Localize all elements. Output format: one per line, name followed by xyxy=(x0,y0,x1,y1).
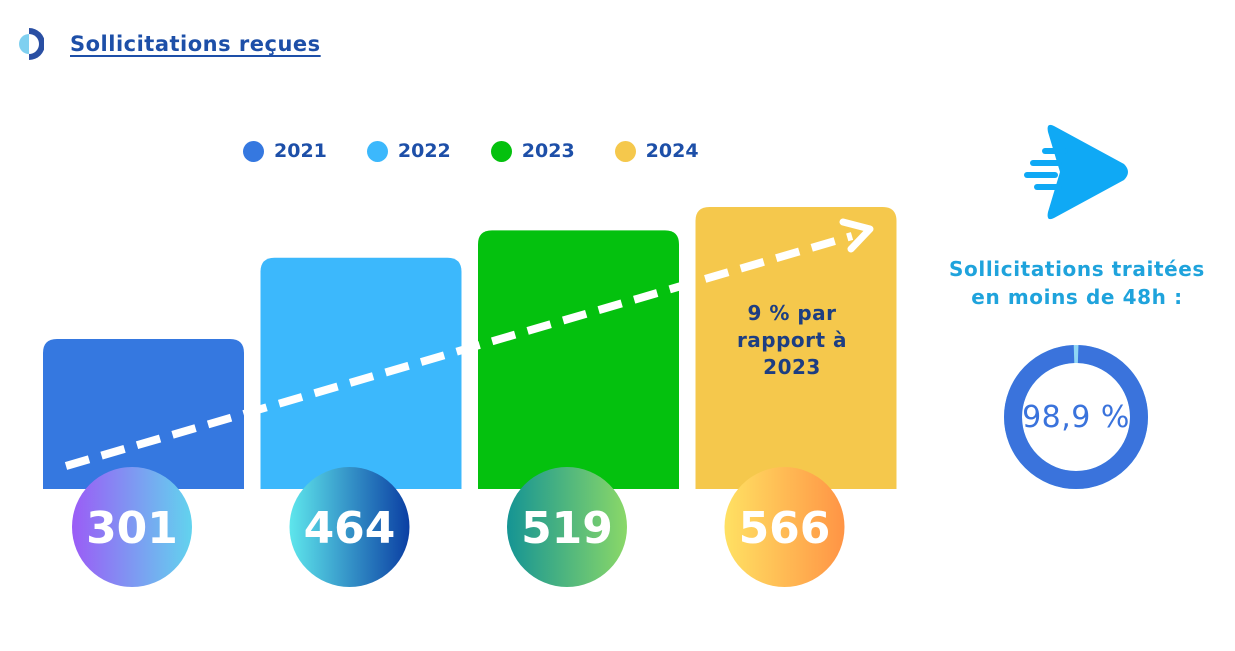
donut-chart xyxy=(1004,345,1148,489)
value-badge-2024 xyxy=(724,467,845,587)
value-badge-2022 xyxy=(289,467,410,587)
header: Sollicitations reçues xyxy=(18,26,321,62)
bar-2024 xyxy=(695,207,897,489)
page-title[interactable]: Sollicitations reçues xyxy=(70,32,321,56)
processed-caption: Sollicitations traitées en moins de 48h … xyxy=(938,255,1216,311)
donut-value: 98,9 % xyxy=(1022,399,1130,435)
bar-2022 xyxy=(260,257,462,489)
trend-arrow-head xyxy=(839,218,874,253)
legend-label: 2024 xyxy=(645,140,699,162)
growth-annotation: 9 % par rapport à 2023 xyxy=(736,301,848,379)
legend-item-2022: 2022 xyxy=(366,140,451,162)
value-label-2021: 301 xyxy=(86,503,178,554)
value-badge-2021 xyxy=(72,467,192,587)
legend-label: 2021 xyxy=(274,140,327,162)
legend-dot xyxy=(243,140,264,162)
caption-line-1: Sollicitations traitées xyxy=(949,257,1205,281)
donut-arc xyxy=(1004,345,1148,489)
value-badge-2023 xyxy=(507,467,627,587)
value-label-2024: 566 xyxy=(739,503,831,554)
legend-label: 2022 xyxy=(397,140,451,162)
trend-arrow-line xyxy=(64,232,854,470)
legend-label: 2023 xyxy=(521,140,575,162)
caption-line-2: en moins de 48h : xyxy=(971,285,1183,309)
legend-dot xyxy=(614,140,636,162)
half-circle-logo-icon xyxy=(19,28,44,60)
fast-forward-play-icon xyxy=(1024,124,1128,220)
legend-dot xyxy=(490,140,512,162)
legend-item-2023: 2023 xyxy=(490,140,575,162)
chart-legend: 2021 2022 2023 2024 xyxy=(243,140,739,162)
bar-2021 xyxy=(43,339,244,489)
value-label-2022: 464 xyxy=(304,503,396,554)
legend-dot xyxy=(366,140,388,162)
bar-2023 xyxy=(478,230,679,489)
legend-item-2021: 2021 xyxy=(243,140,327,162)
value-label-2023: 519 xyxy=(521,503,613,554)
legend-item-2024: 2024 xyxy=(614,140,699,162)
